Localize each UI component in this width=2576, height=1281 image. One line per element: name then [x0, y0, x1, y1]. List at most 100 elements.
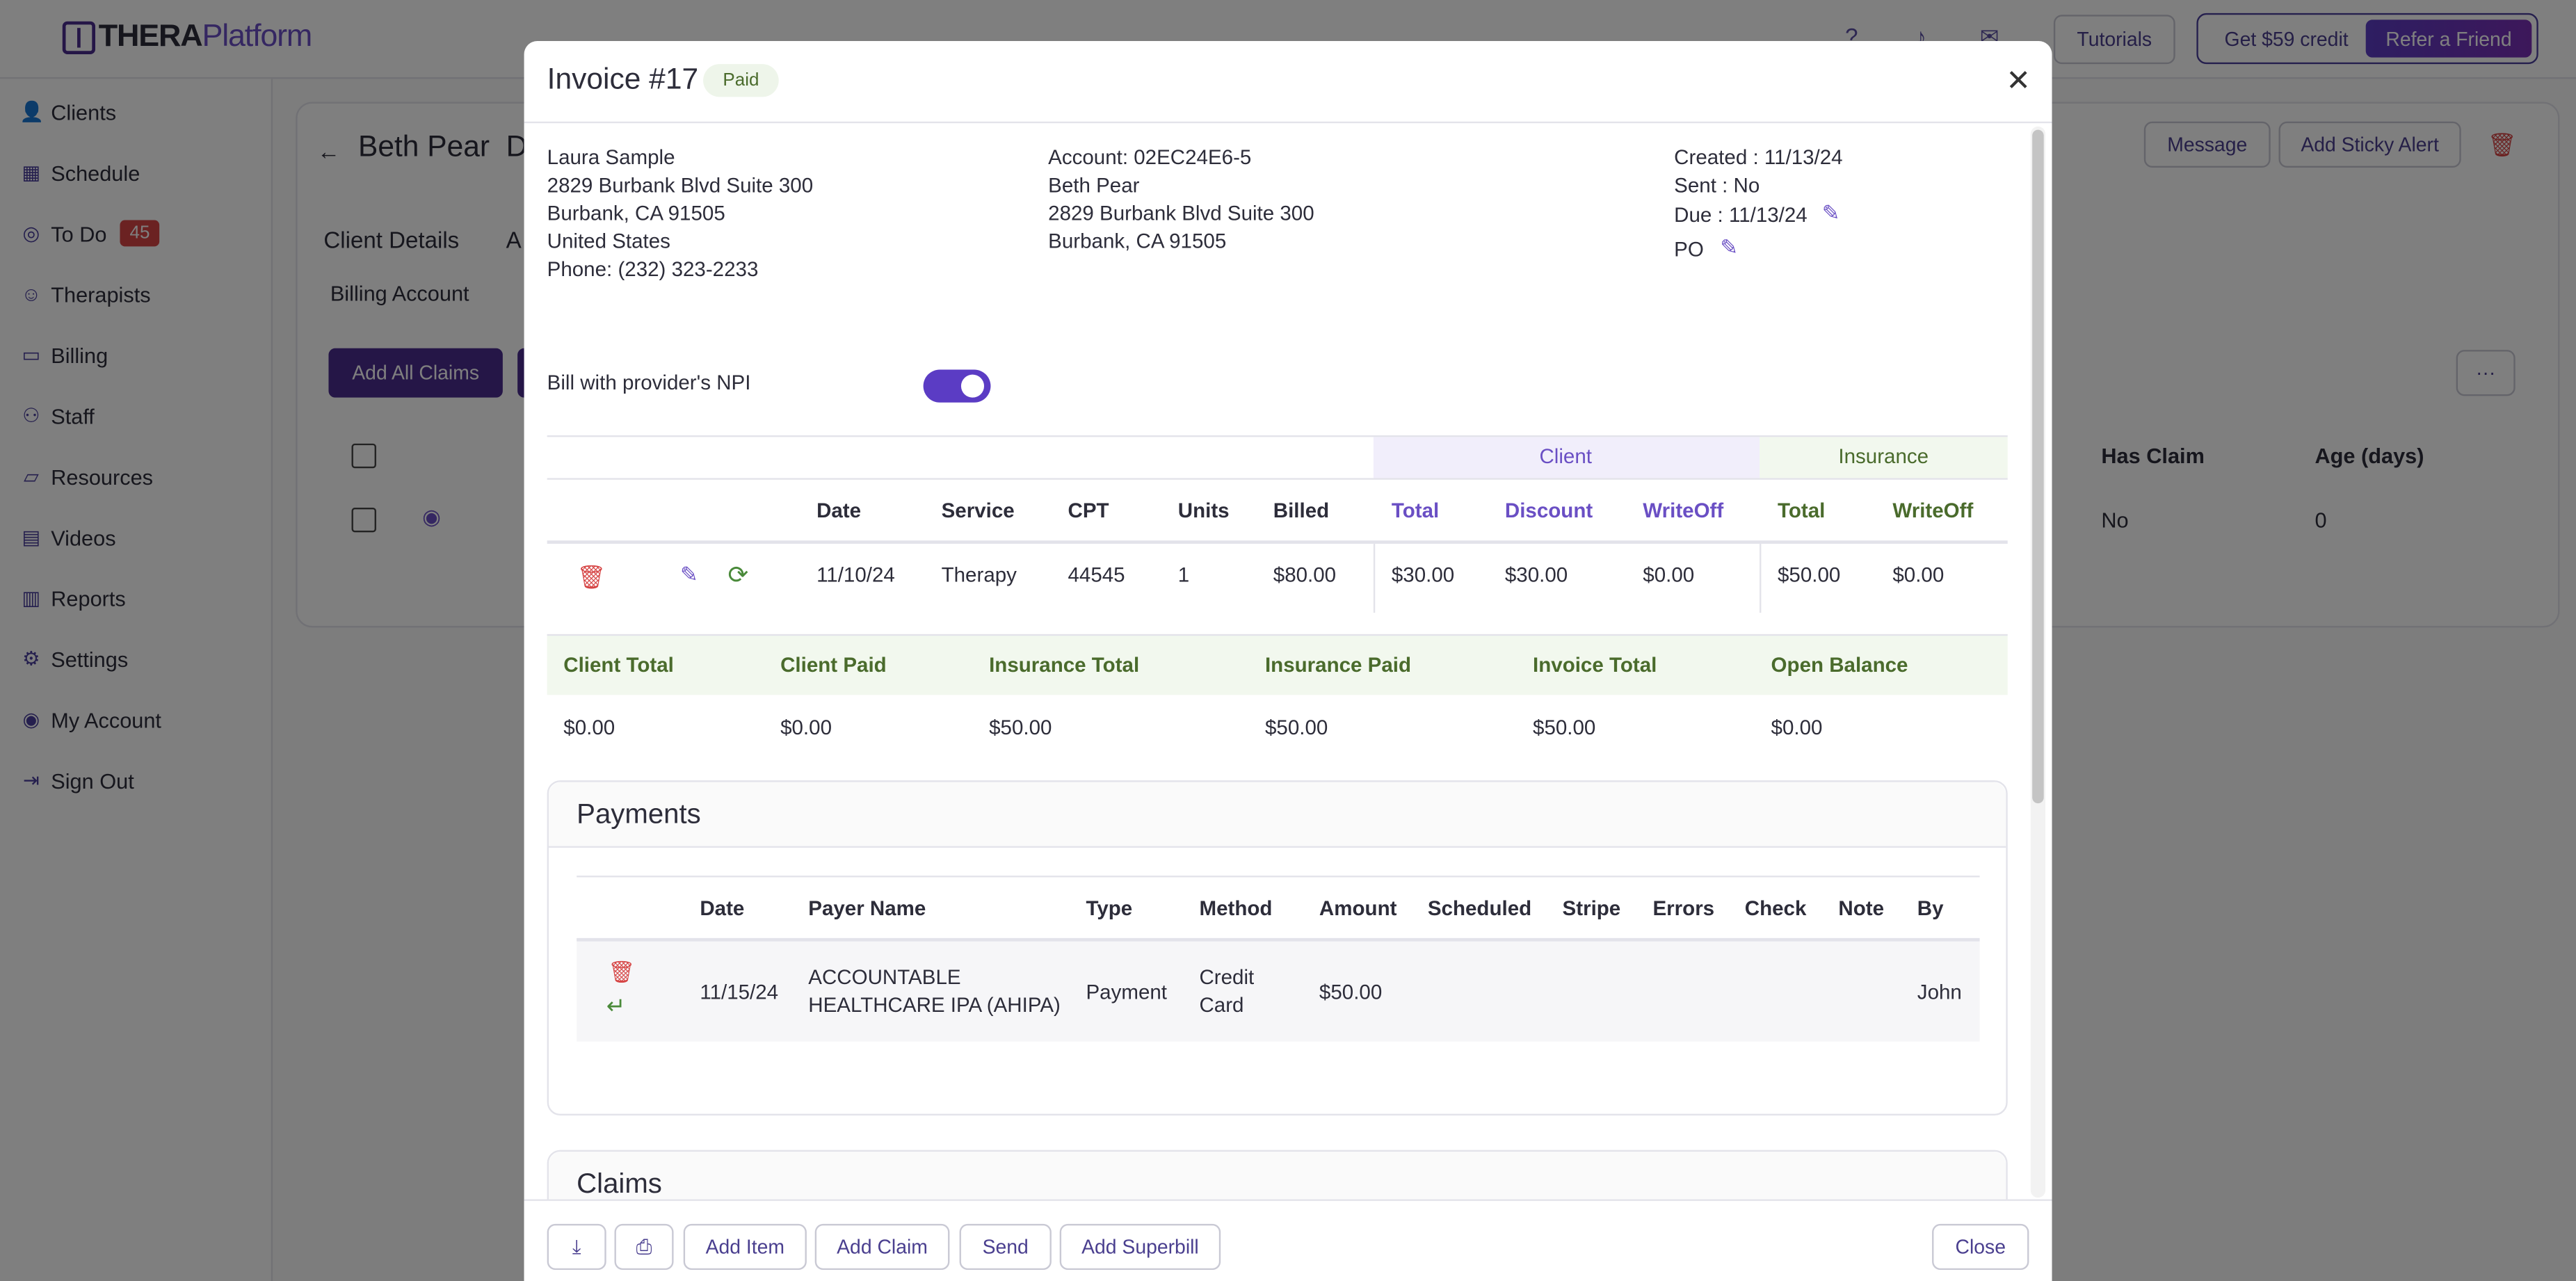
edit-po-icon[interactable]: ✎ — [1720, 234, 1739, 260]
payment-amount: $50.00 — [1319, 981, 1383, 1004]
client-group-header — [1373, 437, 1760, 478]
claims-title: Claims — [577, 1168, 662, 1200]
download-icon: ⤓ — [572, 1234, 581, 1258]
col-client-discount: Discount — [1504, 499, 1593, 523]
pay-col-type: Type — [1086, 896, 1133, 920]
sum-client-paid: $0.00 — [780, 716, 832, 740]
add-superbill-button[interactable]: Add Superbill — [1059, 1223, 1221, 1271]
pay-col-method: Method — [1199, 896, 1273, 920]
delete-payment-icon[interactable]: 🗑 — [608, 959, 636, 985]
edit-due-icon[interactable]: ✎ — [1821, 200, 1840, 225]
npi-toggle[interactable] — [923, 369, 991, 403]
insurance-group-header — [1760, 437, 2008, 478]
payments-section: Payments Date Payer Name Type Method Amo… — [547, 780, 2008, 1116]
modal-body: Laura Sample 2829 Burbank Blvd Suite 300… — [524, 123, 2028, 1200]
pay-col-payer: Payer Name — [808, 896, 926, 920]
item-date: 11/10/24 — [816, 563, 895, 587]
col-ins-total: Total — [1778, 499, 1826, 523]
col-date: Date — [816, 499, 862, 523]
payment-method-line2: Card — [1199, 994, 1244, 1017]
invoice-modal: Invoice #17 Paid ✕ Laura Sample 2829 Bur… — [524, 41, 2052, 1281]
from-phone: Phone: (232) 323-2233 — [547, 257, 759, 281]
sum-ins-paid-label: Insurance Paid — [1264, 654, 1412, 677]
item-cpt: 44545 — [1068, 563, 1125, 587]
sum-client-total-label: Client Total — [563, 654, 674, 677]
item-client-total: $30.00 — [1391, 563, 1455, 587]
col-units: Units — [1177, 499, 1230, 523]
pay-col-errors: Errors — [1652, 896, 1715, 920]
pay-col-check: Check — [1744, 896, 1807, 920]
col-service: Service — [941, 499, 1015, 523]
divider — [547, 540, 2008, 544]
close-button[interactable]: Close — [1932, 1223, 2029, 1271]
payment-date: 11/15/24 — [700, 981, 779, 1004]
sum-ins-total-label: Insurance Total — [989, 654, 1140, 677]
payment-method-line1: Credit — [1199, 966, 1255, 990]
sum-invoice-total: $50.00 — [1533, 716, 1596, 740]
sum-ins-total: $50.00 — [989, 716, 1052, 740]
print-icon: ⎙ — [636, 1234, 652, 1258]
sum-invoice-total-label: Invoice Total — [1533, 654, 1657, 677]
sum-client-total: $0.00 — [563, 716, 615, 740]
send-button[interactable]: Send — [959, 1223, 1052, 1271]
pay-col-scheduled: Scheduled — [1427, 896, 1532, 920]
close-icon[interactable]: ✕ — [2006, 64, 2031, 97]
from-country: United States — [547, 229, 670, 253]
payment-type: Payment — [1086, 981, 1168, 1004]
refresh-item-icon[interactable]: ⟳ — [727, 561, 749, 590]
col-ins-writeoff: WriteOff — [1892, 499, 1974, 523]
account-number: Account: 02EC24E6-5 — [1048, 146, 1252, 170]
item-units: 1 — [1177, 563, 1190, 587]
delete-item-icon[interactable]: 🗑 — [577, 563, 606, 590]
divider — [1373, 543, 1376, 613]
created-date: Created : 11/13/24 — [1674, 146, 1843, 170]
payment-by: John — [1917, 981, 1962, 1004]
item-ins-total: $50.00 — [1778, 563, 1841, 587]
modal-scrollbar[interactable] — [2030, 126, 2046, 1198]
invoice-title: Invoice #17 — [547, 62, 699, 96]
add-claim-button[interactable]: Add Claim — [814, 1223, 950, 1271]
sum-open-balance: $0.00 — [1771, 716, 1823, 740]
item-client-writeoff: $0.00 — [1643, 563, 1695, 587]
add-item-button[interactable]: Add Item — [683, 1223, 807, 1271]
to-city: Burbank, CA 91505 — [1048, 229, 1227, 253]
group-insurance-label: Insurance — [1838, 445, 1929, 469]
pay-col-note: Note — [1838, 896, 1885, 920]
payment-payer-line2: HEALTHCARE IPA (AHIPA) — [808, 994, 1061, 1017]
divider — [547, 478, 2008, 480]
divider — [1760, 543, 1762, 613]
payment-row — [577, 937, 1980, 1042]
col-client-writeoff: WriteOff — [1643, 499, 1724, 523]
sum-open-balance-label: Open Balance — [1771, 654, 1908, 677]
item-service: Therapy — [941, 563, 1017, 587]
claims-section: Claims — [547, 1150, 2008, 1200]
col-billed: Billed — [1273, 499, 1330, 523]
from-street: 2829 Burbank Blvd Suite 300 — [547, 174, 814, 198]
print-button[interactable]: ⎙ — [614, 1223, 674, 1271]
po-label: PO — [1674, 238, 1704, 261]
divider — [547, 435, 2008, 437]
pay-col-amount: Amount — [1319, 896, 1397, 920]
divider — [577, 876, 1980, 878]
payments-header — [549, 782, 2006, 848]
download-button[interactable]: ⤓ — [547, 1223, 606, 1271]
item-client-discount: $30.00 — [1504, 563, 1568, 587]
pay-col-date: Date — [700, 896, 745, 920]
summary-header-row — [547, 634, 2008, 695]
payments-title: Payments — [577, 798, 701, 830]
refund-icon[interactable]: ↵ — [606, 992, 626, 1019]
scrollbar-thumb[interactable] — [2032, 129, 2044, 804]
col-client-total: Total — [1391, 499, 1440, 523]
sum-client-paid-label: Client Paid — [780, 654, 887, 677]
modal-footer: ⤓ ⎙ Add Item Add Claim Send Add Superbil… — [524, 1199, 2052, 1281]
sent-status: Sent : No — [1674, 174, 1760, 198]
sum-ins-paid: $50.00 — [1264, 716, 1328, 740]
col-cpt: CPT — [1068, 499, 1109, 523]
to-street: 2829 Burbank Blvd Suite 300 — [1048, 202, 1314, 225]
edit-item-icon[interactable]: ✎ — [679, 561, 698, 587]
group-client-label: Client — [1539, 445, 1592, 469]
item-ins-writeoff: $0.00 — [1892, 563, 1945, 587]
payment-payer-line1: ACCOUNTABLE — [808, 966, 961, 990]
due-date: Due : 11/13/24 — [1674, 203, 1808, 227]
to-name: Beth Pear — [1048, 174, 1140, 198]
